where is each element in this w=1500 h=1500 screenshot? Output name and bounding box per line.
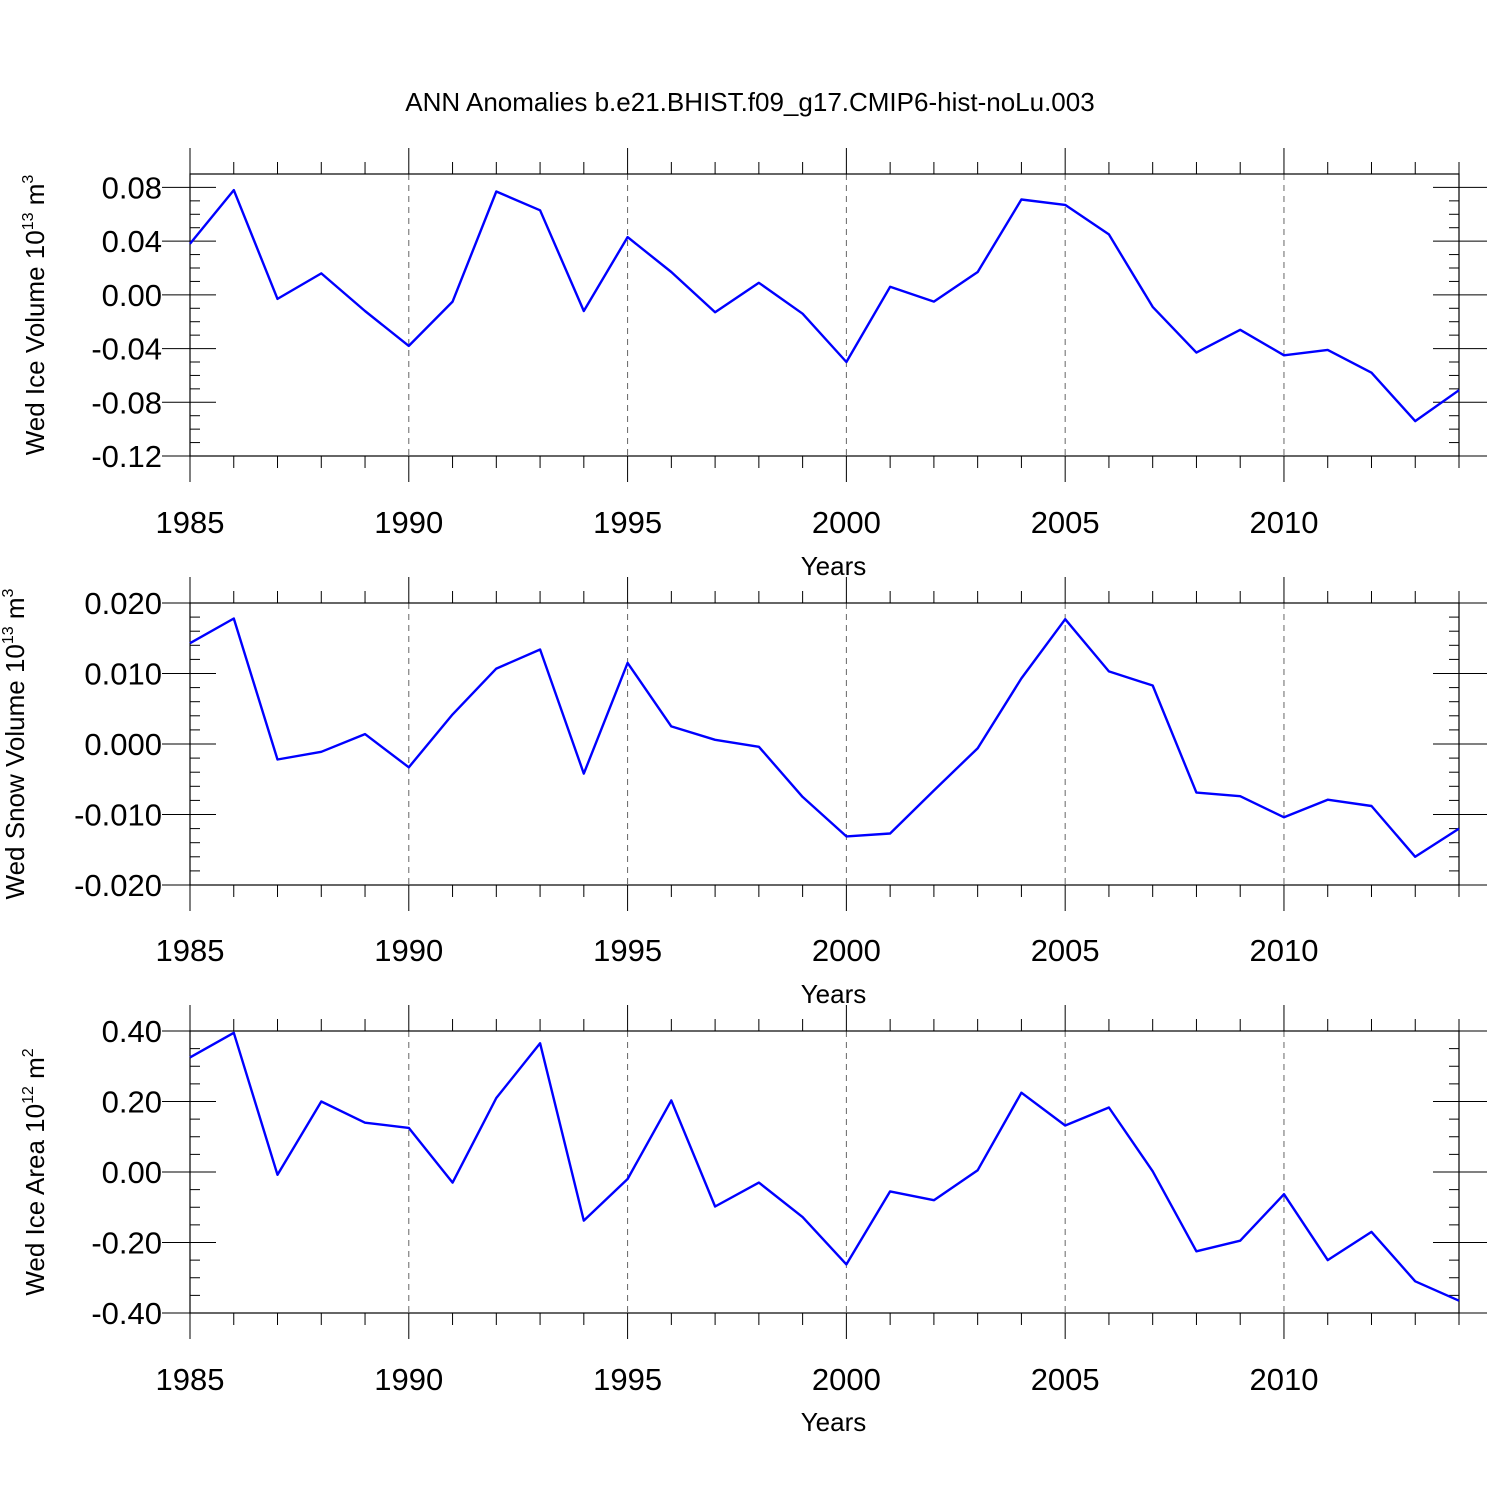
x-tick-label: 1990 [374, 933, 443, 968]
x-tick-label: 1995 [593, 505, 662, 540]
x-tick-label: 1985 [156, 1362, 225, 1397]
y-tick-label: -0.020 [74, 868, 162, 903]
series-line [189, 1031, 1460, 1302]
snow-volume-panel: -0.020 -0.010 0.000 0.010 0.020 1985 1990 1995 2… [0, 577, 1487, 1009]
figure-title: ANN Anomalies b.e21.BHIST.f09_g17.CMIP6-… [405, 87, 1094, 117]
y-axis-title-unit-exponent: 2 [20, 1048, 37, 1057]
y-axis-title-main: Wed Snow Volume 10 [0, 644, 30, 899]
x-tick-label: 2005 [1031, 1362, 1100, 1397]
y-tick-label: -0.04 [91, 332, 162, 367]
y-tick-label: -0.08 [91, 385, 162, 420]
x-tick-label: 1990 [374, 1362, 443, 1397]
y-axis-title-exponent: 12 [20, 1086, 37, 1104]
x-tick-label: 1985 [156, 505, 225, 540]
x-tick-label: 2005 [1031, 933, 1100, 968]
x-axis-title: Years [801, 1407, 867, 1437]
ice-area-panel: -0.40 -0.20 0.00 0.20 0.40 1985 1990 1995 2000 20… [20, 1005, 1487, 1437]
x-tick-label: 2010 [1249, 933, 1318, 968]
x-tick-label: 2010 [1249, 1362, 1318, 1397]
ice-volume-panel: -0.12 -0.08 -0.04 0.00 0.04 0.08 1985 1990 1995 2… [20, 148, 1487, 581]
x-tick-label: 2000 [812, 1362, 881, 1397]
y-tick-label: 0.000 [84, 727, 162, 762]
y-tick-label: -0.010 [74, 798, 162, 833]
y-tick-label: 0.04 [102, 224, 162, 259]
plot-frame [189, 1030, 1460, 1314]
y-axis-title: Wed Ice Volume 1013 m3 [20, 175, 50, 456]
series-line [189, 188, 1460, 423]
y-axis-title: Wed Snow Volume 1013 m3 [0, 588, 30, 899]
series-line [189, 617, 1460, 858]
y-tick-label: -0.12 [91, 439, 162, 474]
x-tick-label: 1985 [156, 933, 225, 968]
plot-frame [189, 602, 1460, 886]
x-axis-title: Years [801, 551, 867, 581]
y-axis-title-unit: m [20, 1057, 50, 1086]
x-tick-label: 2000 [812, 933, 881, 968]
x-axis-title: Years [801, 979, 867, 1009]
x-tick-label: 2010 [1249, 505, 1318, 540]
x-tick-label: 1990 [374, 505, 443, 540]
y-axis-title-main: Wed Ice Volume 10 [20, 230, 50, 455]
plot-frame [189, 173, 1460, 457]
y-axis-title-main: Wed Ice Area 10 [20, 1104, 50, 1296]
y-tick-label: -0.40 [91, 1296, 162, 1331]
y-tick-label: -0.20 [91, 1226, 162, 1261]
y-axis-title-unit-exponent: 3 [0, 588, 17, 597]
y-axis-title-exponent: 13 [20, 212, 37, 230]
y-axis-title-exponent: 13 [0, 626, 17, 644]
y-axis-title-unit: m [20, 184, 50, 213]
y-tick-label: 0.00 [102, 1155, 162, 1190]
y-tick-label: 0.00 [102, 278, 162, 313]
y-tick-label: 0.20 [102, 1085, 162, 1120]
x-tick-label: 1995 [593, 933, 662, 968]
y-axis-title-unit: m [0, 597, 30, 626]
x-tick-label: 2005 [1031, 505, 1100, 540]
y-axis-title-unit-exponent: 3 [20, 175, 37, 184]
y-tick-label: 0.020 [84, 586, 162, 621]
x-tick-label: 1995 [593, 1362, 662, 1397]
y-axis-title: Wed Ice Area 1012 m2 [20, 1048, 50, 1295]
y-tick-label: 0.40 [102, 1014, 162, 1049]
y-tick-label: 0.08 [102, 170, 162, 205]
y-tick-label: 0.010 [84, 657, 162, 692]
x-tick-label: 2000 [812, 505, 881, 540]
